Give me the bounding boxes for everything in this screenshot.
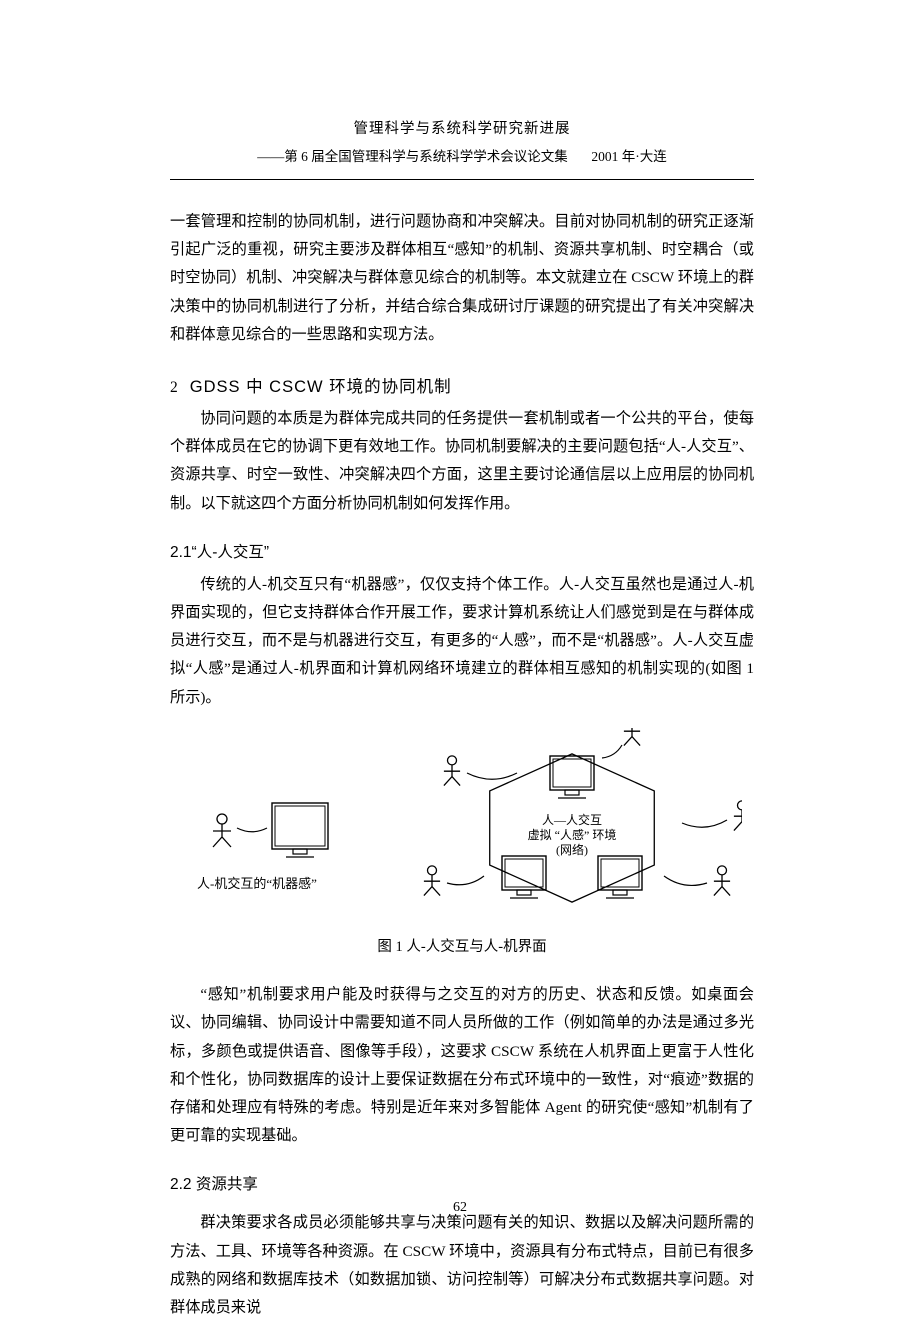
section-2-1-heading: 2.1“人-人交互” [170,538,754,567]
header-rule [170,179,754,180]
section-2-1-para: 传统的人-机交互只有“机器感”，仅仅支持个体工作。人-人交互虽然也是通过人-机界… [170,571,754,712]
section-title: GDSS 中 CSCW 环境的协同机制 [190,378,452,396]
page-number: 62 [0,1195,920,1222]
page-content: 管理科学与系统科学研究新进展 ——第 6 届全国管理科学与系统科学学术会议论文集… [0,0,920,1322]
figure-1: 人-机交互的“机器感” 人—人交互虚拟 “人感” 环境(网络) [170,728,754,928]
after-figure-para: “感知”机制要求用户能及时获得与之交互的对方的历史、状态和反馈。如桌面会议、协同… [170,981,754,1150]
section-2-heading: 2 GDSS 中 CSCW 环境的协同机制 [170,371,754,403]
intro-paragraph: 一套管理和控制的协同机制，进行问题协商和冲突解决。目前对协同机制的研究正逐渐引起… [170,208,754,349]
section-number: 2 [170,379,178,396]
section-2-2-para: 群决策要求各成员必须能够共享与决策问题有关的知识、数据以及解决问题所需的方法、工… [170,1209,754,1322]
figure-1-caption: 图 1 人-人交互与人-机界面 [170,934,754,962]
header-sub-left: ——第 6 届全国管理科学与系统科学学术会议论文集 [257,149,568,164]
svg-text:虚拟 “人感” 环境: 虚拟 “人感” 环境 [528,827,617,842]
svg-text:(网络): (网络) [556,842,588,857]
svg-text:人—人交互: 人—人交互 [542,812,602,827]
svg-text:人-机交互的“机器感”: 人-机交互的“机器感” [197,876,317,891]
header-title: 管理科学与系统科学研究新进展 [170,116,754,144]
header-subtitle: ——第 6 届全国管理科学与系统科学学术会议论文集 2001 年·大连 [257,144,667,172]
figure-1-svg: 人-机交互的“机器感” 人—人交互虚拟 “人感” 环境(网络) [182,728,742,928]
section-2-para: 协同问题的本质是为群体完成共同的任务提供一套机制或者一个公共的平台，使每个群体成… [170,405,754,518]
running-header: 管理科学与系统科学研究新进展 ——第 6 届全国管理科学与系统科学学术会议论文集… [170,116,754,171]
header-sub-right: 2001 年·大连 [591,149,666,164]
